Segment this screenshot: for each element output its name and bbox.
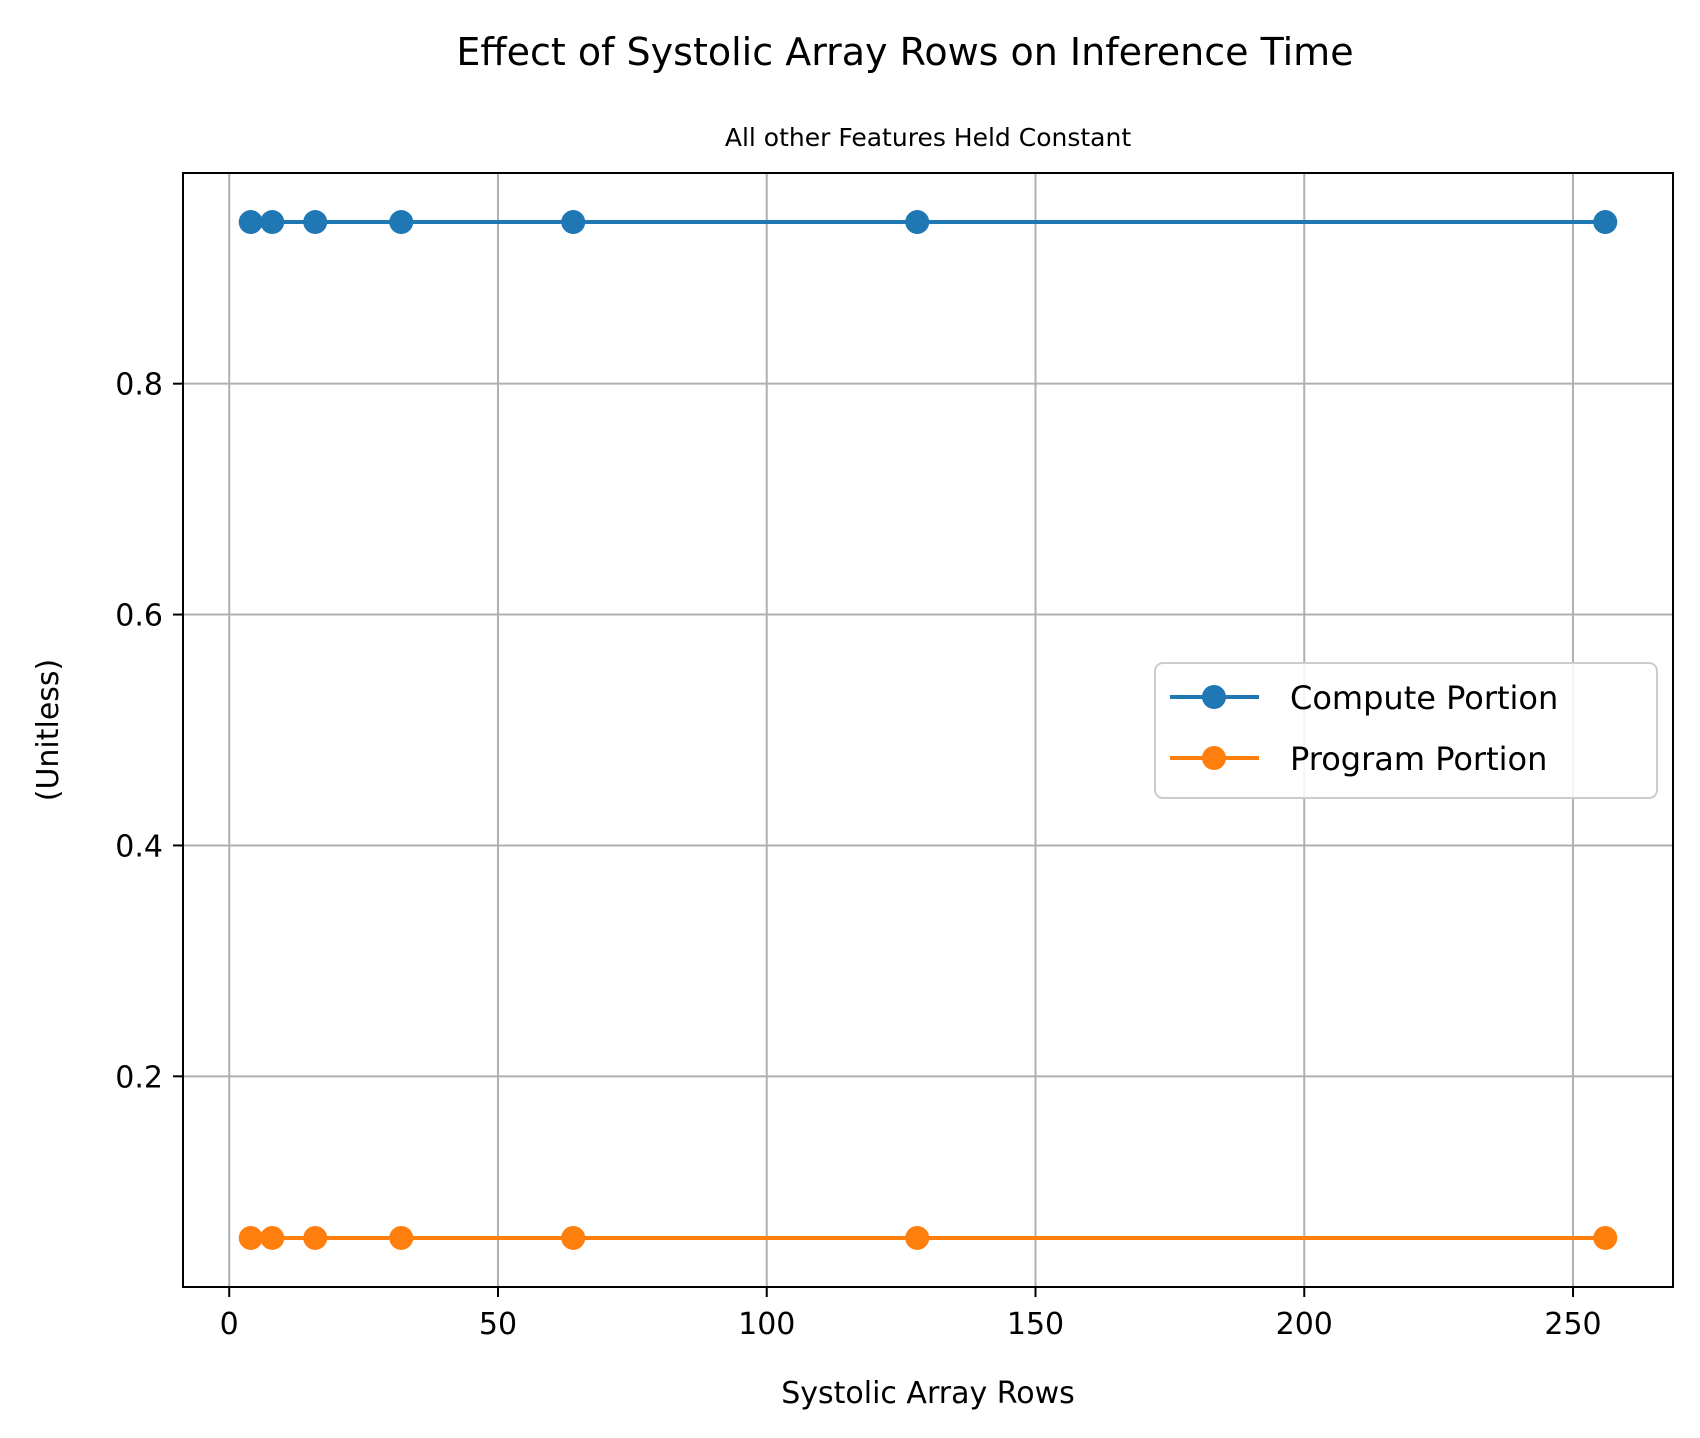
data-point-0: [238, 210, 263, 235]
data-point-1: [561, 1225, 586, 1250]
x-tick-label: 250: [1544, 1307, 1601, 1342]
plot-frame: [182, 172, 1674, 1288]
x-tick-label: 0: [220, 1307, 239, 1342]
chart-title: Effect of Systolic Array Rows on Inferen…: [456, 30, 1353, 74]
x-axis-title: Systolic Array Rows: [781, 1376, 1075, 1411]
y-tick-label: 0.2: [115, 1060, 163, 1095]
data-point-1: [905, 1225, 930, 1250]
legend-box: [1154, 662, 1658, 799]
data-point-0: [303, 210, 328, 235]
legend-label-compute: Compute Portion: [1290, 679, 1558, 717]
y-tick-label: 0.6: [115, 599, 163, 634]
data-point-1: [238, 1225, 263, 1250]
legend-marker-program: [1202, 746, 1226, 770]
data-point-1: [303, 1225, 328, 1250]
chart-subtitle: All other Features Held Constant: [725, 123, 1131, 152]
data-point-1: [1593, 1225, 1618, 1250]
x-tick-label: 100: [738, 1307, 795, 1342]
legend: Compute Portion Program Portion: [1154, 662, 1658, 799]
data-point-0: [905, 210, 930, 235]
data-point-0: [561, 210, 586, 235]
legend-marker-compute: [1202, 685, 1226, 709]
y-tick-label: 0.8: [115, 368, 163, 403]
data-point-1: [260, 1225, 285, 1250]
legend-label-program: Program Portion: [1290, 740, 1547, 778]
x-tick-label: 150: [1007, 1307, 1064, 1342]
ticks: 0 50 100 150 200 250 0.2 0.4 0.6 0.8: [115, 368, 1601, 1342]
data-point-0: [389, 210, 414, 235]
x-tick-label: 50: [479, 1307, 517, 1342]
x-tick-label: 200: [1276, 1307, 1333, 1342]
series-layer: [238, 210, 1618, 1250]
data-point-0: [1593, 210, 1618, 235]
data-point-1: [389, 1225, 414, 1250]
data-point-0: [260, 210, 285, 235]
y-tick-label: 0.4: [115, 829, 163, 864]
y-axis-title: (Unitless): [31, 659, 66, 802]
